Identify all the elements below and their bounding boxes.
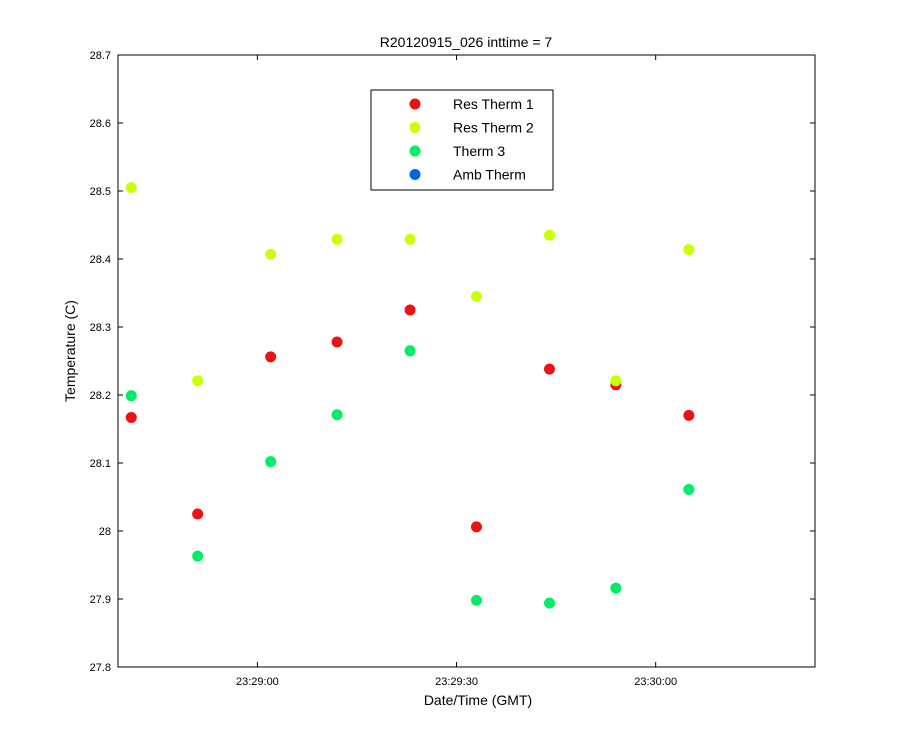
chart-title: R20120915_026 inttime = 7 — [380, 34, 553, 50]
data-point-series-3 — [610, 582, 622, 594]
data-point-series-1 — [404, 304, 416, 316]
y-tick-label: 27.8 — [90, 662, 111, 674]
legend: Res Therm 1 Res Therm 2 Therm 3 Amb Therm — [370, 89, 554, 191]
legend-label: Therm 3 — [453, 143, 505, 159]
y-tick-label: 28.1 — [90, 458, 111, 470]
data-point-series-1 — [265, 351, 277, 363]
legend-label: Res Therm 1 — [453, 96, 534, 112]
data-point-series-1 — [470, 521, 482, 533]
y-tick-label: 28.2 — [90, 390, 111, 402]
data-point-series-3 — [404, 345, 416, 357]
data-point-series-2 — [404, 233, 416, 245]
y-tick-label: 28.7 — [90, 50, 111, 62]
data-point-series-3 — [331, 409, 343, 421]
data-point-series-2 — [265, 248, 277, 260]
data-point-series-3 — [470, 594, 482, 606]
x-axis-title: Date/Time (GMT) — [424, 692, 532, 708]
y-tick-label: 27.9 — [90, 594, 111, 606]
y-axis: 27.8 27.9 28 28.1 28.2 28.3 28.4 28.5 28.6 28.7 — [90, 50, 815, 674]
legend-marker — [409, 98, 421, 110]
data-point-series-3 — [192, 550, 204, 562]
x-tick-label: 23:30:00 — [634, 676, 677, 688]
data-point-series-1 — [331, 336, 343, 348]
data-point-series-3 — [265, 456, 277, 468]
legend-marker — [409, 169, 421, 180]
y-tick-label: 28.4 — [90, 254, 111, 266]
data-point-series-1 — [543, 363, 555, 375]
data-point-series-2 — [610, 375, 622, 387]
y-tick-label: 28.3 — [90, 322, 111, 334]
legend-marker — [409, 145, 421, 157]
legend-label: Amb Therm — [453, 167, 526, 183]
data-point-series-3 — [683, 484, 695, 496]
data-point-series-1 — [125, 411, 137, 423]
legend-box — [370, 89, 554, 191]
legend-marker — [409, 122, 421, 133]
x-axis: 23:29:00 23:29:30 23:30:00 — [236, 55, 677, 688]
data-point-series-3 — [125, 390, 137, 402]
data-point-series-2 — [192, 375, 204, 387]
data-point-series-2 — [683, 243, 695, 255]
data-point-series-2 — [125, 182, 137, 194]
y-tick-label: 28 — [99, 526, 111, 538]
y-axis-title: Temperature (C) — [62, 300, 78, 402]
legend-label: Res Therm 2 — [453, 120, 534, 136]
y-tick-label: 28.6 — [90, 118, 111, 130]
data-point-series-2 — [543, 229, 555, 241]
data-point-series-1 — [683, 409, 695, 421]
data-point-series-2 — [470, 290, 482, 302]
data-point-series-3 — [543, 597, 555, 609]
y-tick-label: 28.5 — [90, 186, 111, 198]
x-tick-label: 23:29:00 — [236, 676, 279, 688]
data-point-series-2 — [331, 233, 343, 245]
data-points — [125, 182, 695, 609]
x-tick-label: 23:29:30 — [435, 676, 478, 688]
data-point-series-1 — [192, 508, 204, 520]
